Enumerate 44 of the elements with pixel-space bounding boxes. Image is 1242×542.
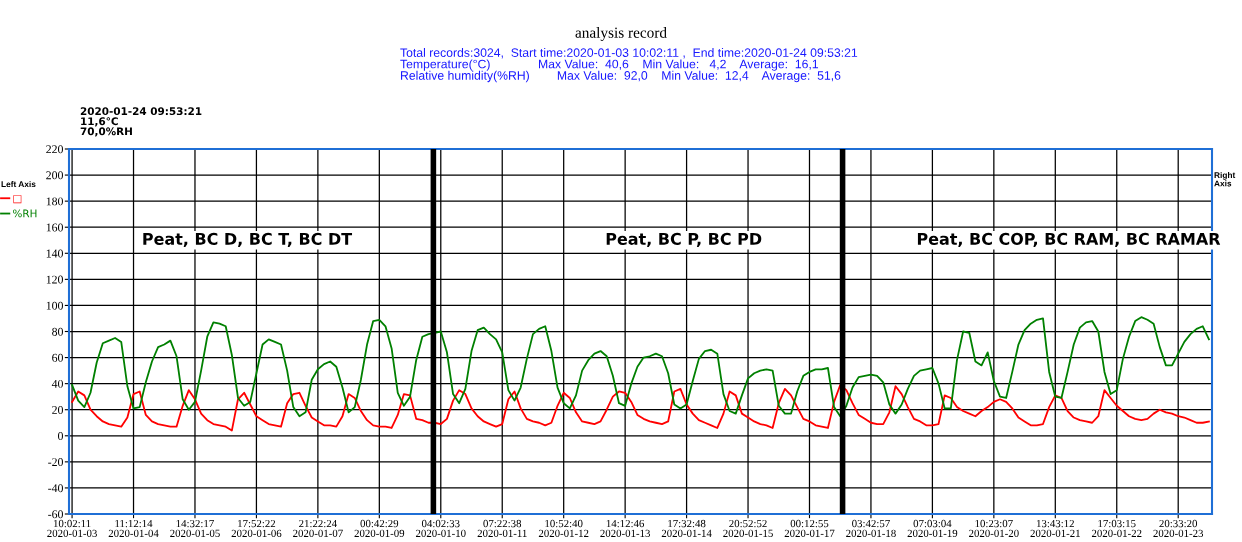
y-tick-label: 40: [51, 379, 63, 388]
y-tick-label: 60: [52, 353, 63, 362]
x-tick-label: 20:52:52 2020-01-15: [723, 519, 773, 537]
x-tick-label: 07:22:38 2020-01-11: [477, 519, 527, 537]
y-tick-label: -60: [48, 510, 63, 519]
y-tick-label: -20: [48, 458, 63, 467]
x-tick-label: 11:12:14 2020-01-04: [108, 519, 159, 537]
x-tick-label: 17:32:48 2020-01-14: [661, 519, 712, 537]
x-tick-label: 04:02:33 2020-01-10: [415, 519, 466, 537]
y-tick-label: 160: [46, 223, 63, 232]
annotation: Peat, BC COP, BC RAM, BC RAMAR: [917, 232, 1221, 247]
y-tick-label: -40: [48, 484, 63, 493]
x-tick-label: 17:52:22 2020-01-06: [231, 519, 282, 537]
chart-subtitle: Total records:3024, Start time:2020-01-03 10:02:11 , End time:2020-01-24 09:53:21 Temperature(°C) Max Value: 40,6 Min Value: 4,2 Average: 16,1 Relative humidity(%RH) Max Value: 92,0 Min Value: 12,4 Average: 51,6: [400, 48, 858, 83]
x-tick-label: 21:22:24 2020-01-07: [293, 519, 343, 537]
y-tick-label: 180: [46, 197, 63, 206]
y-tick-label: 200: [46, 171, 63, 180]
x-tick-label: 10:52:40 2020-01-12: [538, 519, 589, 537]
annotation: Peat, BC P, BC PD: [606, 232, 762, 247]
x-tick-label: 14:32:17 2020-01-05: [170, 519, 220, 537]
x-tick-label: 00:12:55 2020-01-17: [784, 519, 835, 537]
legend-label: □: [13, 195, 22, 204]
x-tick-label: 14:12:46 2020-01-13: [600, 519, 650, 537]
legend-title: Left Axis: [1, 181, 36, 188]
x-tick-label: 07:03:04 2020-01-19: [907, 519, 958, 537]
y-tick-label: 220: [46, 145, 63, 154]
legend-label: %RH: [13, 209, 37, 218]
x-tick-label: 17:03:15 2020-01-22: [1091, 519, 1142, 537]
y-tick-label: 80: [52, 327, 63, 336]
annotation: Peat, BC D, BC T, BC DT: [143, 232, 353, 247]
x-tick-label: 10:02:11 2020-01-03: [47, 519, 97, 537]
x-tick-label: 20:33:20 2020-01-23: [1153, 519, 1204, 537]
chart-title: analysis record: [575, 27, 667, 41]
text: Right Axis: [1214, 171, 1236, 187]
y-tick-label: 100: [46, 301, 63, 310]
x-tick-label: 10:23:07 2020-01-20: [969, 519, 1019, 537]
text: 2020-01-24 09:53:21 11,6°C 70,0%RH: [80, 107, 202, 137]
x-tick-label: 13:43:12 2020-01-21: [1030, 519, 1080, 537]
y-tick-label: 20: [52, 405, 63, 414]
y-tick-label: 0: [57, 432, 63, 440]
x-tick-label: 00:42:29 2020-01-09: [354, 519, 405, 537]
y-tick-label: 120: [46, 275, 63, 284]
x-tick-label: 03:42:57 2020-01-18: [846, 519, 896, 537]
y-tick-label: 140: [46, 249, 63, 258]
